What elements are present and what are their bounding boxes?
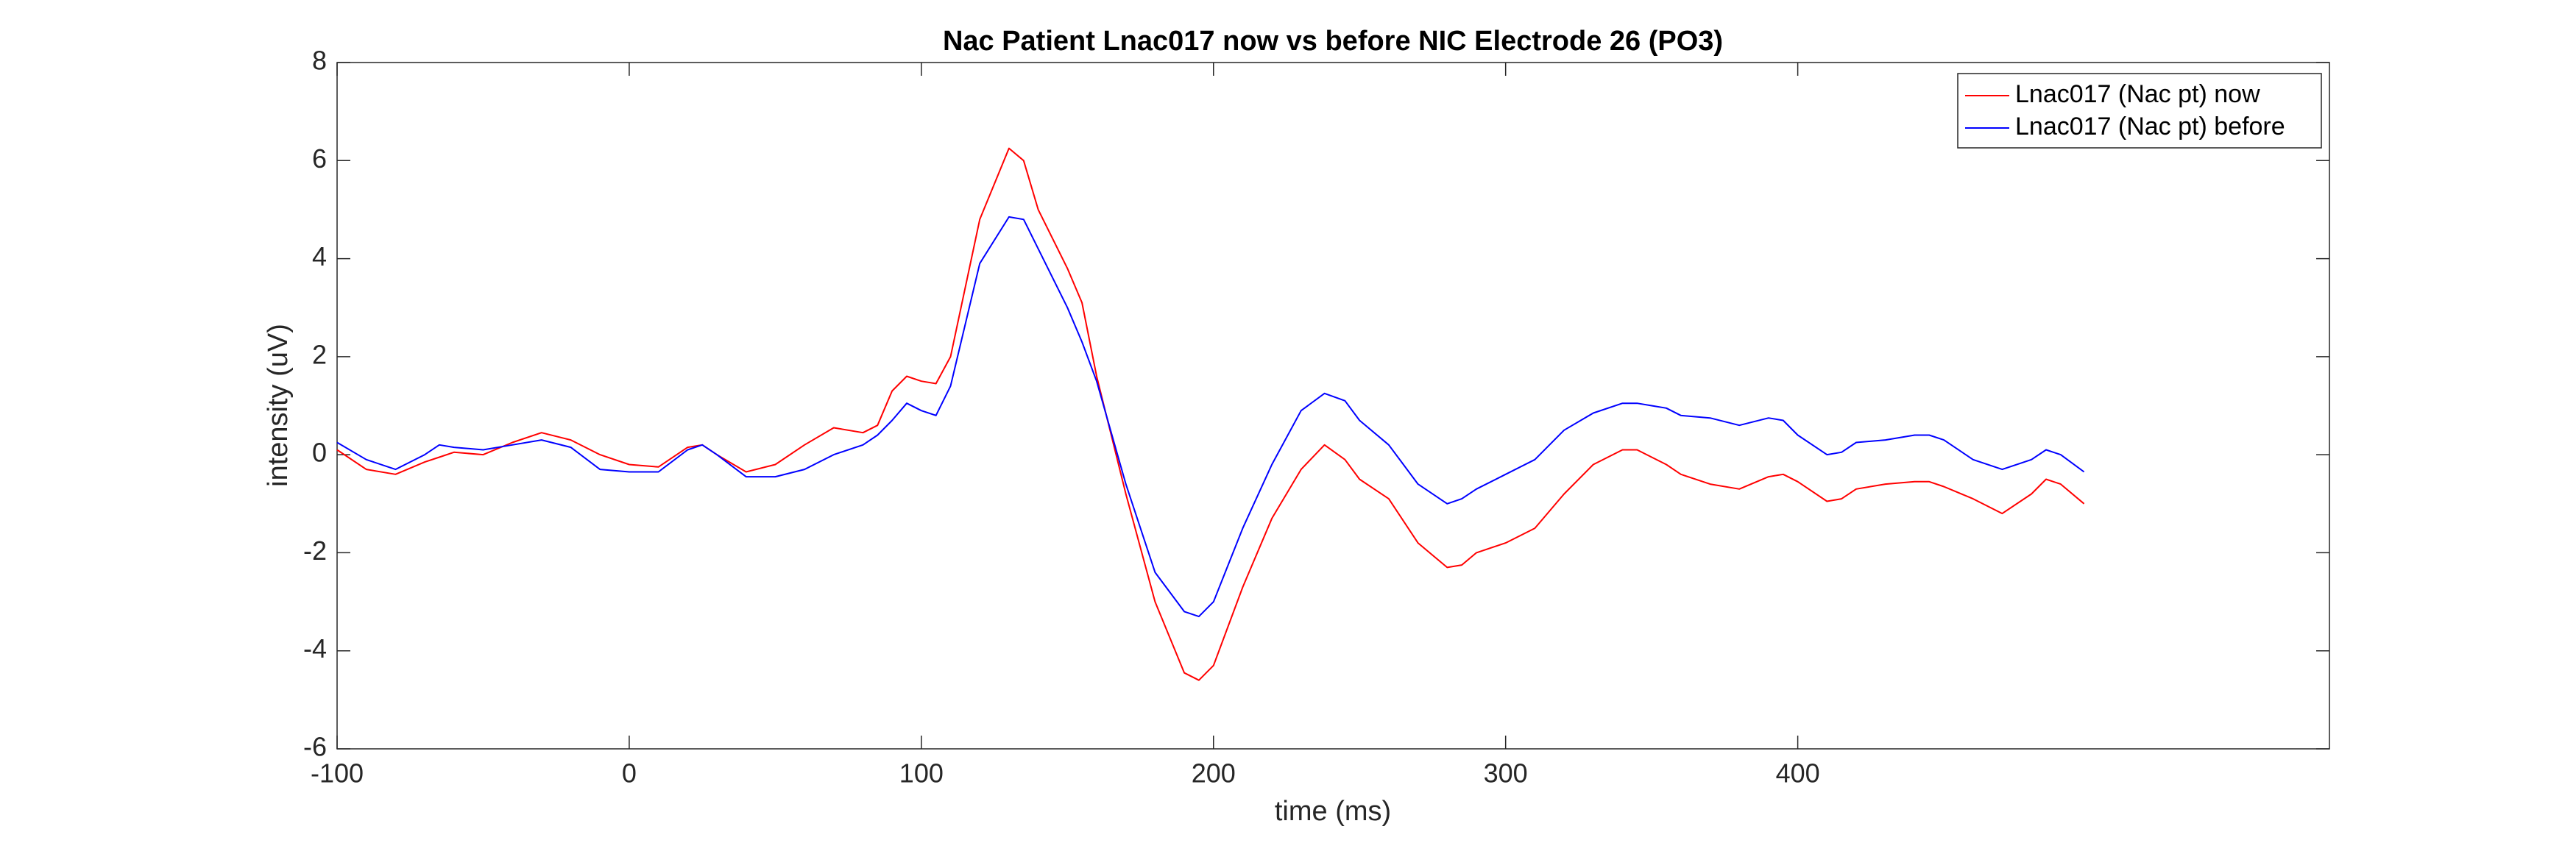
x-tick-label: 100 bbox=[899, 758, 944, 789]
y-tick-label: -4 bbox=[303, 633, 327, 664]
x-tick-label: -100 bbox=[311, 758, 364, 789]
x-axis-label: time (ms) bbox=[1275, 796, 1391, 827]
chart-title: Nac Patient Lnac017 now vs before NIC El… bbox=[943, 26, 1723, 57]
x-tick-label: 400 bbox=[1776, 758, 1820, 789]
legend-label: Lnac017 (Nac pt) now bbox=[2015, 80, 2260, 108]
x-tick-label: 0 bbox=[622, 758, 637, 789]
legend-label: Lnac017 (Nac pt) before bbox=[2015, 113, 2285, 140]
legend-box bbox=[1957, 73, 2322, 149]
plot-area bbox=[336, 62, 2330, 750]
y-tick-label: 6 bbox=[312, 143, 327, 174]
line-series bbox=[336, 147, 2085, 681]
y-tick-label: 8 bbox=[312, 46, 327, 76]
y-tick-label: -6 bbox=[303, 732, 327, 762]
y-tick-label: 4 bbox=[312, 241, 327, 271]
x-tick-label: 200 bbox=[1192, 758, 1236, 789]
y-tick-label: 0 bbox=[312, 438, 327, 468]
y-axis-label: intensity (uV) bbox=[263, 324, 294, 487]
x-tick-label: 300 bbox=[1484, 758, 1528, 789]
line-series bbox=[336, 216, 2085, 618]
y-tick-label: -2 bbox=[303, 536, 327, 566]
y-tick-label: 2 bbox=[312, 339, 327, 369]
